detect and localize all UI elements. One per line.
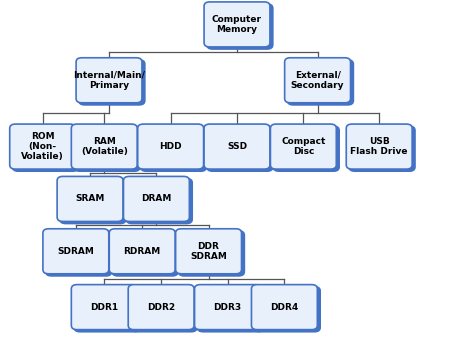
Text: Computer
Memory: Computer Memory bbox=[212, 15, 262, 34]
FancyBboxPatch shape bbox=[204, 124, 270, 169]
Text: DRAM: DRAM bbox=[141, 194, 172, 203]
FancyBboxPatch shape bbox=[178, 231, 245, 276]
FancyBboxPatch shape bbox=[207, 126, 273, 171]
FancyBboxPatch shape bbox=[12, 126, 78, 171]
FancyBboxPatch shape bbox=[284, 58, 350, 103]
FancyBboxPatch shape bbox=[207, 4, 273, 49]
Text: USB
Flash Drive: USB Flash Drive bbox=[350, 137, 408, 156]
Text: Internal/Main/
Primary: Internal/Main/ Primary bbox=[73, 70, 145, 90]
FancyBboxPatch shape bbox=[254, 287, 320, 332]
FancyBboxPatch shape bbox=[79, 60, 145, 105]
Text: RAM
(Volatile): RAM (Volatile) bbox=[81, 137, 128, 156]
Text: DDR3: DDR3 bbox=[213, 303, 242, 312]
FancyBboxPatch shape bbox=[270, 124, 336, 169]
FancyBboxPatch shape bbox=[128, 285, 194, 329]
FancyBboxPatch shape bbox=[74, 126, 140, 171]
FancyBboxPatch shape bbox=[60, 179, 126, 224]
Text: External/
Secondary: External/ Secondary bbox=[291, 70, 344, 90]
Text: DDR
SDRAM: DDR SDRAM bbox=[190, 242, 227, 261]
FancyBboxPatch shape bbox=[349, 126, 415, 171]
FancyBboxPatch shape bbox=[175, 229, 242, 274]
FancyBboxPatch shape bbox=[346, 124, 412, 169]
FancyBboxPatch shape bbox=[71, 124, 137, 169]
Text: DDR1: DDR1 bbox=[90, 303, 118, 312]
FancyBboxPatch shape bbox=[76, 58, 142, 103]
FancyBboxPatch shape bbox=[251, 285, 318, 329]
FancyBboxPatch shape bbox=[9, 124, 75, 169]
Text: DDR2: DDR2 bbox=[147, 303, 175, 312]
FancyBboxPatch shape bbox=[112, 231, 178, 276]
Text: HDD: HDD bbox=[159, 142, 182, 151]
FancyBboxPatch shape bbox=[109, 229, 175, 274]
FancyBboxPatch shape bbox=[287, 60, 353, 105]
FancyBboxPatch shape bbox=[204, 2, 270, 47]
FancyBboxPatch shape bbox=[71, 285, 137, 329]
FancyBboxPatch shape bbox=[74, 287, 140, 332]
FancyBboxPatch shape bbox=[194, 285, 261, 329]
Text: RDRAM: RDRAM bbox=[124, 247, 161, 256]
FancyBboxPatch shape bbox=[197, 287, 264, 332]
Text: Compact
Disc: Compact Disc bbox=[281, 137, 326, 156]
Text: ROM
(Non-
Volatile): ROM (Non- Volatile) bbox=[21, 132, 64, 162]
Text: SRAM: SRAM bbox=[75, 194, 105, 203]
FancyBboxPatch shape bbox=[43, 229, 109, 274]
FancyBboxPatch shape bbox=[46, 231, 112, 276]
FancyBboxPatch shape bbox=[137, 124, 203, 169]
FancyBboxPatch shape bbox=[123, 177, 189, 222]
Text: SDRAM: SDRAM bbox=[57, 247, 94, 256]
Text: DDR4: DDR4 bbox=[270, 303, 299, 312]
Text: SSD: SSD bbox=[227, 142, 247, 151]
FancyBboxPatch shape bbox=[57, 177, 123, 222]
FancyBboxPatch shape bbox=[131, 287, 197, 332]
FancyBboxPatch shape bbox=[140, 126, 206, 171]
FancyBboxPatch shape bbox=[126, 179, 192, 224]
FancyBboxPatch shape bbox=[273, 126, 339, 171]
